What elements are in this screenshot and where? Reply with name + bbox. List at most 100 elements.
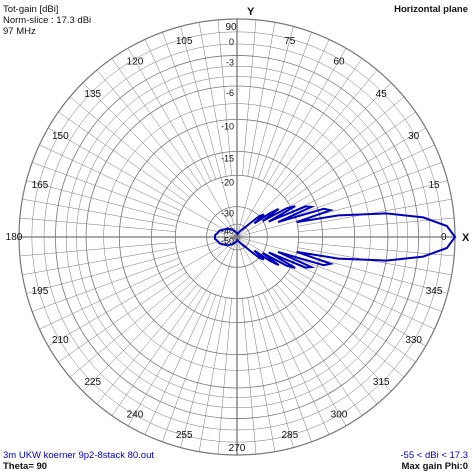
- grid-spoke: [257, 294, 312, 442]
- grid-spoke: [236, 82, 392, 238]
- radial-tick-label: 0: [229, 37, 234, 47]
- grid-spoke: [96, 284, 198, 405]
- grid-spoke: [292, 262, 435, 330]
- angle-tick-label: 60: [333, 56, 345, 67]
- max-gain-label: Max gain Phi:0: [401, 461, 468, 472]
- angle-tick-label: 300: [331, 410, 348, 421]
- grid-spoke: [82, 82, 238, 238]
- theta-label: Theta= 90: [3, 461, 48, 472]
- grid-spoke: [22, 247, 177, 276]
- grid-spoke: [82, 236, 238, 392]
- grid-spoke: [236, 236, 347, 426]
- grid-spoke: [26, 180, 238, 238]
- grid-spoke: [236, 180, 448, 238]
- angle-tick-label: 180: [6, 232, 23, 243]
- gain-label: Tot-gain [dBi]: [3, 4, 59, 15]
- radial-tick-label: -15: [221, 153, 234, 163]
- grid-spoke: [198, 297, 227, 452]
- grid-spoke: [276, 284, 378, 405]
- grid-spoke: [39, 144, 182, 212]
- radial-tick-labels: 0 -3 -6 -10 -15 -20 -30 -40-50: [221, 37, 234, 246]
- angle-tick-label: 195: [32, 286, 49, 297]
- grid-spoke: [242, 298, 257, 455]
- grid-spoke: [217, 298, 232, 455]
- grid-spoke: [272, 287, 363, 416]
- grid-spoke: [26, 236, 238, 294]
- grid-spoke: [217, 19, 232, 176]
- radial-tick-label: -40: [221, 226, 234, 236]
- angle-tick-label: 240: [127, 410, 144, 421]
- angle-tick-label: 270: [229, 443, 246, 454]
- radial-tick-label: -50: [221, 236, 234, 246]
- norm-label: Norm-slice : 17.3 dBi: [3, 15, 92, 26]
- grid-spoke: [58, 111, 187, 202]
- angle-tick-label: 135: [84, 89, 101, 100]
- y-axis-label: Y: [247, 6, 255, 18]
- angle-tick-label: 150: [52, 131, 69, 142]
- grid-spoke: [180, 236, 238, 448]
- angle-tick-label: 330: [405, 335, 422, 346]
- grid-spoke: [19, 217, 176, 232]
- frequency-label: 97 MHz: [3, 26, 36, 37]
- grid-spoke: [19, 242, 176, 257]
- grid-spoke: [236, 48, 347, 238]
- grid-spoke: [127, 48, 238, 238]
- grid-spoke: [198, 22, 227, 177]
- angle-tick-label: 0: [441, 232, 447, 243]
- radial-tick-label: -6: [226, 88, 234, 98]
- grid-spoke: [32, 162, 180, 217]
- grid-spoke: [294, 162, 442, 217]
- grid-spoke: [276, 69, 378, 190]
- grid-spoke: [247, 297, 276, 452]
- angle-tick-labels: 0 15 30 45 60 75 90 105 120 135 150 165 180 195 210 225…: [6, 22, 447, 454]
- grid-spoke: [284, 276, 405, 378]
- angle-tick-label: 165: [32, 180, 49, 191]
- radial-tick-label: -20: [221, 177, 234, 187]
- grid-spoke: [297, 247, 452, 276]
- grid-spoke: [180, 26, 238, 238]
- angle-tick-label: 210: [52, 335, 69, 346]
- grid-spoke: [236, 236, 294, 448]
- angle-tick-label: 30: [408, 131, 420, 142]
- gain-range-label: -55 < dBi < 17.3: [400, 450, 468, 461]
- radial-tick-label: -30: [221, 209, 234, 219]
- grid-spoke: [111, 58, 202, 187]
- grid-spoke: [162, 32, 217, 180]
- grid-spoke: [144, 292, 212, 435]
- angle-tick-label: 255: [176, 430, 193, 441]
- angle-tick-label: 315: [373, 377, 390, 388]
- grid-spoke: [32, 257, 180, 312]
- grid-spoke: [272, 58, 363, 187]
- x-axis-label: X: [462, 232, 470, 244]
- grid-spoke: [247, 22, 276, 177]
- grid-spoke: [22, 198, 177, 227]
- grid-spoke: [262, 292, 330, 435]
- polar-grid: [18, 18, 456, 456]
- grid-spoke: [96, 69, 198, 190]
- grid-spoke: [294, 257, 442, 312]
- radial-tick-label: -10: [221, 121, 234, 131]
- grid-spoke: [69, 276, 190, 378]
- grid-spoke: [297, 198, 452, 227]
- grid-spoke: [58, 272, 187, 363]
- radiation-pattern-line: [213, 205, 457, 269]
- grid-spoke: [162, 294, 217, 442]
- angle-tick-label: 225: [84, 377, 101, 388]
- grid-spoke: [236, 26, 294, 238]
- grid-spoke: [292, 144, 435, 212]
- grid-spoke: [236, 236, 392, 392]
- grid-spoke: [287, 272, 416, 363]
- grid-spoke: [39, 262, 182, 330]
- grid-spoke: [111, 287, 202, 416]
- angle-tick-label: 45: [376, 89, 388, 100]
- angle-tick-label: 90: [225, 22, 237, 33]
- grid-spoke: [48, 127, 238, 238]
- grid-spoke: [242, 19, 257, 176]
- grid-spoke: [284, 96, 405, 198]
- angle-tick-label: 105: [176, 36, 193, 47]
- grid-spoke: [257, 32, 312, 180]
- grid-spoke: [262, 39, 330, 182]
- grid-spoke: [236, 236, 448, 294]
- plane-label: Horizontal plane: [394, 4, 468, 15]
